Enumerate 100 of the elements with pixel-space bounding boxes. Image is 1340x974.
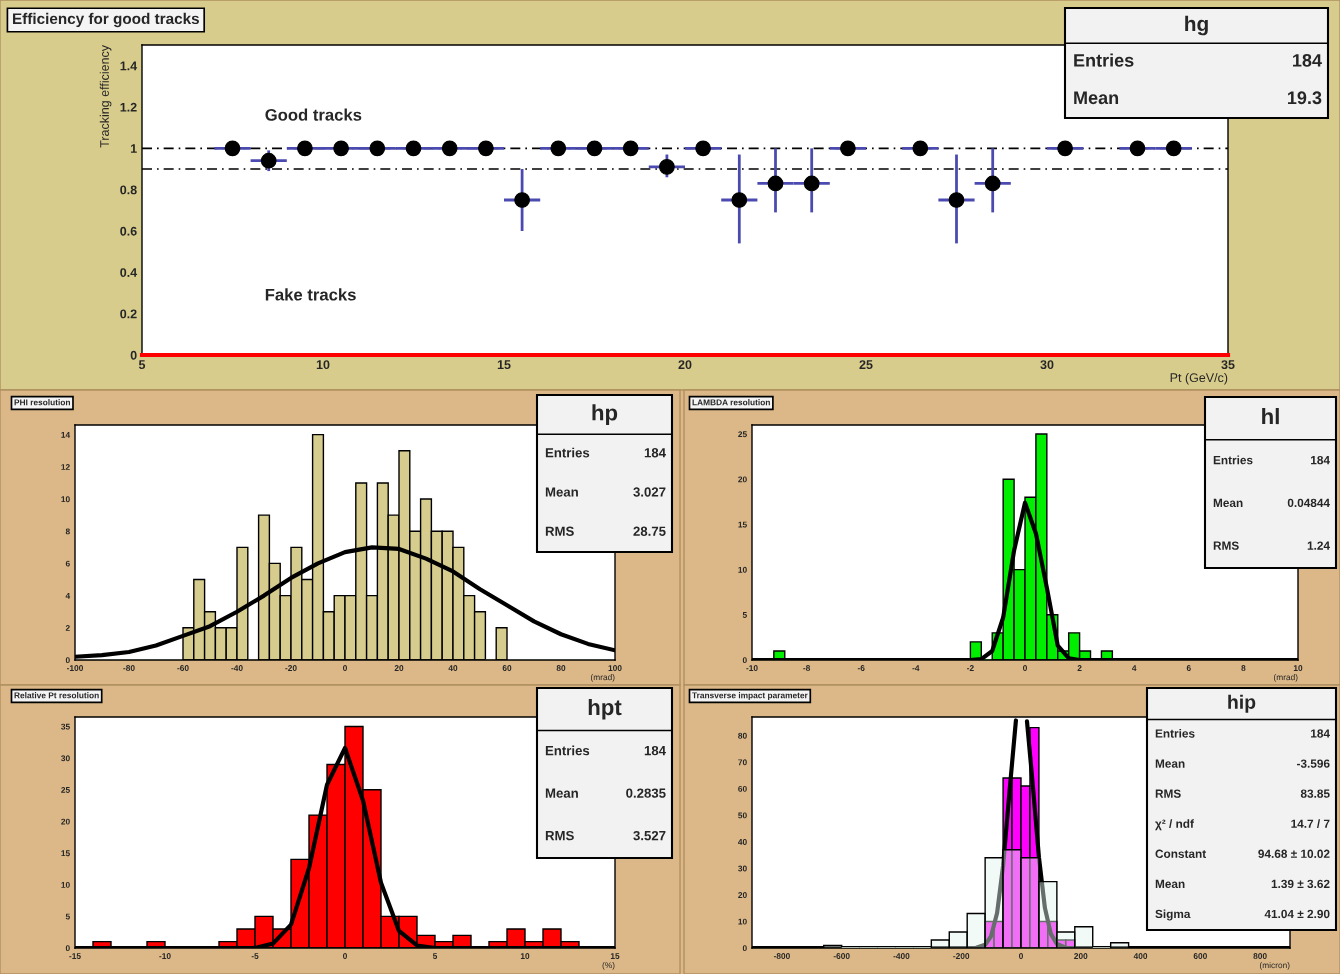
- annotation: Mean: [1213, 498, 1243, 508]
- y-tick-label: 25: [738, 431, 747, 438]
- y-tick-label: 5: [742, 612, 747, 618]
- text: 83.85: [1300, 789, 1330, 798]
- y-tick-label: 0: [742, 657, 747, 664]
- text: 1.24: [1307, 541, 1330, 550]
- x-tick-label: -80: [123, 665, 135, 671]
- x-tick-label: 10: [1293, 665, 1303, 671]
- annotation: RMS: [1213, 541, 1239, 550]
- annotation: Mean: [545, 487, 578, 497]
- x-tick-label: -600: [833, 953, 850, 959]
- y-tick-label: 0.2: [120, 309, 137, 319]
- text: 0.2835: [626, 788, 666, 798]
- text: 14.7 / 7: [1291, 819, 1330, 829]
- text: 184: [644, 745, 666, 756]
- x-tick-label: 30: [1040, 360, 1054, 370]
- y-tick-label: 20: [738, 892, 747, 898]
- x-tick-label: 4: [1132, 665, 1137, 671]
- y-tick-label: 80: [738, 732, 747, 739]
- x-tick-label: 200: [1074, 953, 1088, 959]
- x-tick-label: -800: [773, 953, 790, 959]
- annotation: 0.04844: [1287, 498, 1330, 508]
- x-tick-label: 8: [1241, 665, 1246, 671]
- annotation: Fake tracks: [265, 288, 356, 301]
- y-tick-label: 10: [738, 566, 747, 573]
- y-tick-label: 8: [65, 528, 70, 535]
- chart-title: Efficiency for good tracks: [13, 12, 199, 28]
- annotation: Mean: [1155, 759, 1185, 768]
- y-tick-label: 15: [738, 521, 747, 528]
- x-tick-label: -60: [177, 665, 189, 671]
- y-tick-label: 70: [738, 759, 747, 766]
- y-tick-label: 0: [65, 657, 70, 664]
- x-tick-label: -5: [251, 953, 259, 959]
- y-tick-label: 25: [61, 786, 70, 793]
- annotation: RMS: [545, 526, 574, 536]
- annotation: χ² / ndf: [1155, 819, 1194, 831]
- y-tick-label: 0: [65, 945, 70, 952]
- x-tick-label: 15: [610, 953, 620, 959]
- x-tick-label: 0: [1023, 665, 1027, 671]
- x-tick-label: 10: [520, 953, 530, 959]
- annotation: hpt: [588, 698, 622, 720]
- chart-title: Relative Pt resolution: [14, 692, 99, 699]
- x-axis-title: Pt (GeV/c): [1170, 372, 1228, 385]
- text: 184: [644, 448, 666, 458]
- annotation: 94.68 ± 10.02: [1258, 849, 1330, 858]
- x-tick-label: -10: [746, 665, 758, 671]
- y-tick-label: 10: [61, 881, 70, 888]
- x-tick-label: 35: [1221, 360, 1235, 370]
- text: hip: [1228, 694, 1256, 713]
- x-tick-label: -20: [285, 665, 297, 671]
- x-tick-label: 10: [316, 360, 330, 370]
- annotation: RMS: [1155, 789, 1181, 798]
- annotation: Good tracks: [265, 108, 362, 121]
- text: 184: [1311, 455, 1330, 465]
- annotation: Constant: [1155, 849, 1207, 858]
- y-tick-label: 10: [61, 496, 70, 503]
- x-tick-label: -4: [912, 665, 920, 671]
- x-tick-label: 40: [448, 665, 458, 671]
- text: 184: [1311, 729, 1330, 738]
- x-axis-title: (%): [602, 962, 615, 970]
- annotation: Mean: [545, 788, 578, 798]
- x-tick-label: 15: [497, 360, 511, 370]
- annotation: Mean: [1074, 91, 1119, 105]
- x-tick-label: -40: [231, 665, 243, 671]
- annotation: Mean: [1155, 879, 1185, 889]
- y-axis-title: Tracking efficiency: [99, 45, 112, 148]
- y-tick-label: 15: [61, 850, 70, 857]
- annotation: Entries: [1213, 455, 1253, 465]
- chart-title: LAMBDA resolution: [692, 399, 770, 406]
- y-tick-label: 4: [65, 592, 71, 599]
- annotation: Entries: [545, 447, 590, 458]
- y-tick-label: 2: [65, 625, 70, 631]
- y-tick-label: 14: [61, 431, 71, 438]
- y-tick-label: 0: [130, 350, 137, 360]
- y-tick-label: 0.8: [120, 185, 137, 195]
- chart-title: PHI resolution: [14, 399, 70, 406]
- x-tick-label: 5: [138, 360, 146, 370]
- annotation: RMS: [545, 830, 574, 841]
- annotation: 1.39 ± 3.62: [1271, 879, 1330, 889]
- text: 3.527: [633, 830, 666, 841]
- x-tick-label: 6: [1186, 665, 1191, 671]
- annotation: Entries: [1155, 729, 1195, 738]
- y-tick-label: 0: [742, 945, 747, 952]
- text: -3.596: [1296, 759, 1330, 768]
- text: 3.027: [633, 487, 666, 497]
- x-tick-label: 5: [432, 953, 438, 959]
- y-tick-label: 0.4: [120, 268, 138, 277]
- x-tick-label: 400: [1133, 953, 1148, 959]
- text: hl: [1262, 408, 1279, 425]
- y-tick-label: 10: [738, 918, 747, 925]
- x-tick-label: -10: [159, 953, 171, 959]
- y-tick-label: 12: [61, 464, 70, 470]
- y-tick-label: 35: [61, 723, 70, 730]
- x-axis-title: (micron): [1259, 962, 1290, 970]
- x-tick-label: 20: [394, 665, 404, 671]
- y-tick-label: 60: [738, 785, 747, 792]
- text: 28.75: [633, 526, 666, 536]
- x-tick-label: 20: [678, 360, 692, 370]
- x-tick-label: -200: [953, 953, 970, 959]
- x-tick-label: -2: [967, 665, 974, 671]
